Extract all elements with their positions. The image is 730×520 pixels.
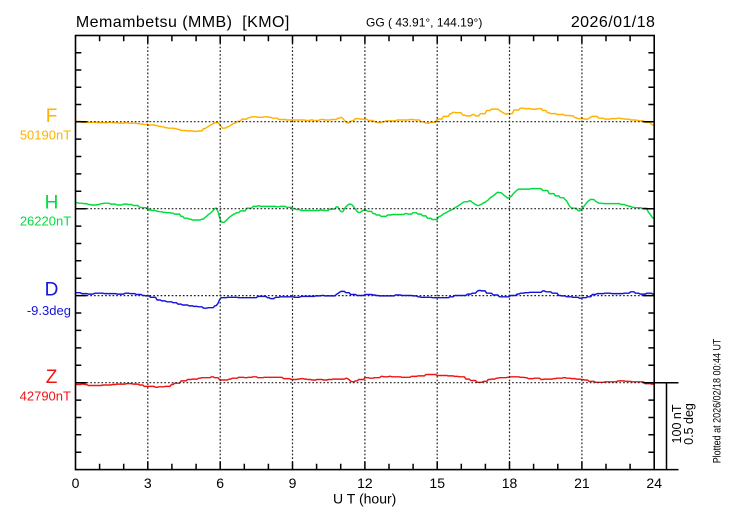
- svg-text:42790nT: 42790nT: [20, 388, 71, 403]
- svg-text:21: 21: [574, 475, 590, 491]
- svg-text:24: 24: [646, 475, 662, 491]
- svg-text:Z: Z: [46, 367, 58, 388]
- svg-text:0.5 deg: 0.5 deg: [682, 403, 696, 445]
- svg-text:50190nT: 50190nT: [20, 128, 71, 143]
- svg-text:H: H: [45, 193, 59, 214]
- svg-text:D: D: [45, 280, 59, 301]
- svg-text:Plotted at 2026/02/18 00:44 UT: Plotted at 2026/02/18 00:44 UT: [712, 338, 724, 463]
- svg-text:3: 3: [144, 475, 152, 491]
- svg-text:U T (hour): U T (hour): [333, 490, 396, 506]
- svg-text:2026/01/18: 2026/01/18: [571, 14, 656, 31]
- svg-text:F: F: [46, 106, 58, 127]
- svg-text:15: 15: [429, 475, 445, 491]
- svg-text:12: 12: [357, 475, 373, 491]
- svg-text:9: 9: [289, 475, 297, 491]
- svg-text:18: 18: [502, 475, 518, 491]
- svg-text:100 nT: 100 nT: [670, 404, 684, 443]
- svg-text:-9.3deg: -9.3deg: [27, 303, 71, 318]
- svg-text:26220nT: 26220nT: [20, 213, 71, 228]
- svg-text:GG ( 43.91°, 144.19°): GG ( 43.91°, 144.19°): [366, 16, 482, 30]
- svg-text:Memambetsu (MMB) [KMO]: Memambetsu (MMB) [KMO]: [76, 14, 290, 31]
- svg-text:0: 0: [72, 475, 80, 491]
- svg-text:6: 6: [216, 475, 224, 491]
